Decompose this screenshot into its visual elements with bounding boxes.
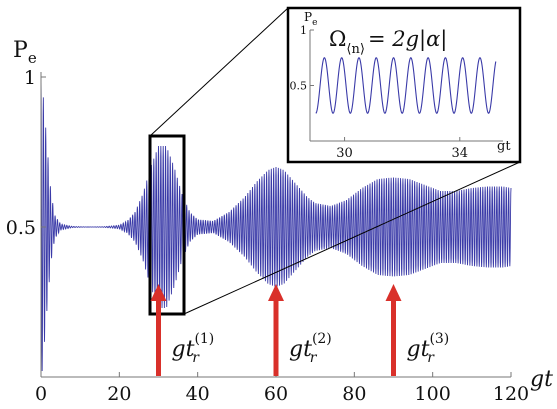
inset-title-rhs: = 2g|α| [368, 27, 447, 52]
y-axis-label: Pe [13, 38, 37, 67]
revival-arrows: gt(1) r gt(2) r gt(3) r [150, 284, 450, 376]
y-tick-label: 0.5 [6, 217, 36, 239]
inset-title: Ω⟨n⟩ = 2g|α| [329, 27, 447, 57]
series-line-pe [40, 76, 512, 372]
x-tick-label: 60 [264, 383, 288, 405]
inset-x-tick-label: 30 [336, 146, 353, 161]
inset-title-sub: ⟨n⟩ [346, 42, 365, 57]
inset-y-axis-label-main: P [304, 10, 312, 24]
inset-x-axis-label: gt [497, 139, 511, 154]
x-tick-label: 40 [186, 383, 210, 405]
zoom-connector-bottom [183, 161, 521, 315]
inset-y-tick-label: 0.5 [290, 80, 308, 93]
x-tick-label: 0 [35, 383, 47, 405]
inset-chart: 30 34 0.51 Pe gt Ω⟨n⟩ = 2g|α| [286, 6, 522, 164]
y-axis-label-sub: e [28, 49, 37, 67]
revival-label-3: gt(3) r [407, 331, 450, 366]
inset-frame [286, 6, 522, 164]
x-axis-label: gt [530, 367, 553, 392]
x-tick-label: 100 [415, 383, 451, 405]
zoom-connector-top [149, 7, 289, 137]
zoom-box [148, 134, 186, 316]
main-chart: 0 20 40 60 80 100 120 0.51 gt Pe gt(1) r gt(2) r g… [6, 7, 553, 405]
x-ticks: 0 20 40 60 80 100 120 [35, 372, 529, 405]
inset-title-lhs: Ω [329, 27, 346, 51]
revival-label-2: gt(2) r [289, 331, 332, 366]
x-tick-label: 20 [107, 383, 131, 405]
revival-label-1: gt(1) r [172, 331, 215, 366]
inset-x-tick-label: 34 [452, 146, 469, 161]
y-tick-label: 1 [24, 67, 36, 89]
inset-y-axis-label: Pe [304, 10, 317, 28]
y-ticks: 0.51 [6, 67, 46, 239]
inset-y-axis-label-sub: e [312, 18, 317, 28]
inset-y-tick-label: 1 [300, 24, 307, 37]
revival-arrow-head [150, 284, 167, 301]
y-axis-label-main: P [13, 38, 28, 63]
x-tick-label: 120 [493, 383, 529, 405]
revival-arrow-head [268, 284, 284, 301]
revival-arrow-head [385, 284, 402, 301]
x-tick-label: 80 [342, 383, 366, 405]
inset-series-line [315, 57, 497, 114]
inset-x-ticks: 30 34 [336, 137, 468, 161]
inset-y-ticks: 0.51 [290, 24, 314, 93]
